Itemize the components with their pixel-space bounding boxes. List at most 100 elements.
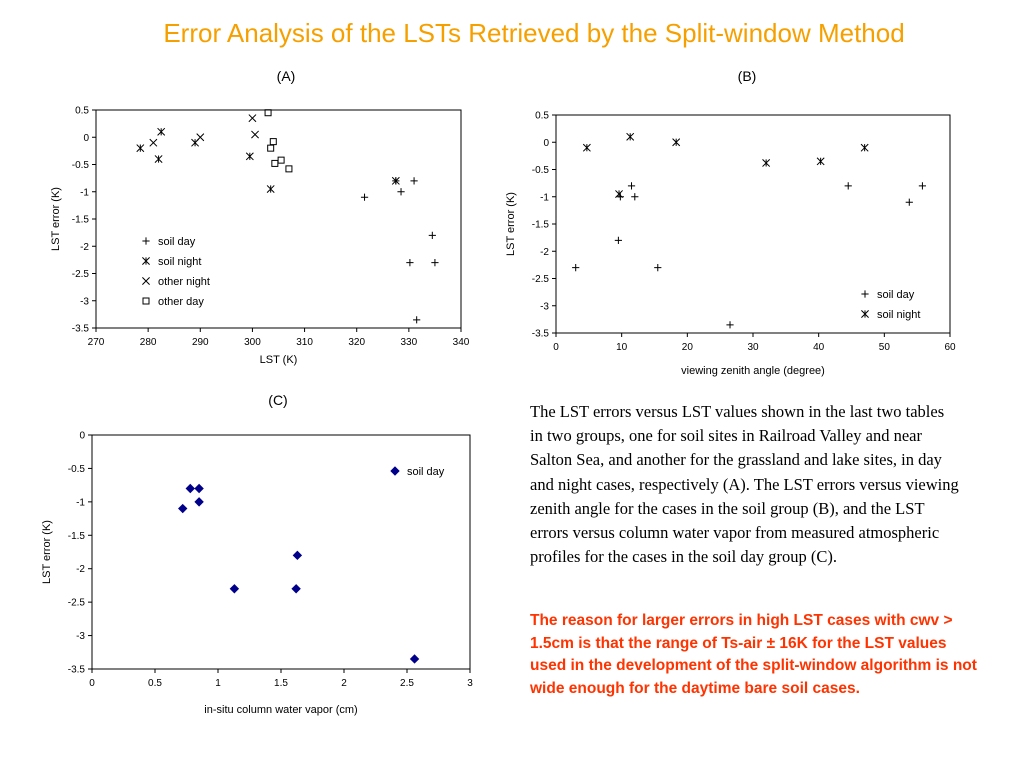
y-axis-label: LST error (K)	[505, 192, 517, 256]
y-tick-label: -2.5	[68, 598, 86, 609]
data-point	[266, 185, 275, 193]
x-tick-label: 0	[553, 342, 559, 353]
series-other-day	[264, 109, 293, 173]
y-tick-label: -1.5	[532, 220, 550, 231]
y-tick-label: -1.5	[68, 531, 86, 542]
series-soil-day	[178, 483, 420, 664]
data-point	[251, 130, 259, 139]
data-point	[292, 550, 303, 561]
legend-marker	[142, 237, 150, 245]
data-point	[582, 143, 591, 152]
y-tick-label: -3.5	[72, 324, 90, 335]
x-tick-label: 40	[813, 342, 825, 353]
data-point	[178, 503, 188, 514]
y-tick-label: -0.5	[68, 464, 86, 475]
data-point	[428, 231, 436, 239]
panel-label-a: (A)	[276, 68, 296, 84]
y-tick-label: -0.5	[532, 165, 550, 176]
legend-label: soil night	[877, 309, 920, 321]
data-point	[277, 156, 285, 164]
data-point	[154, 155, 163, 164]
data-point	[918, 182, 927, 190]
legend-label: other night	[158, 276, 210, 288]
data-point	[406, 259, 414, 267]
series-soil-night	[136, 127, 400, 193]
y-tick-label: -2	[540, 247, 549, 258]
series-soil-day	[572, 182, 927, 329]
x-tick-label: 1.5	[274, 678, 288, 689]
y-tick-label: -3	[540, 301, 549, 312]
data-point	[614, 236, 622, 244]
x-tick-label: 290	[192, 337, 209, 348]
y-tick-label: -2.5	[532, 274, 550, 285]
data-point	[844, 182, 852, 190]
legend-label: soil day	[158, 236, 196, 248]
page-title: Error Analysis of the LSTs Retrieved by …	[163, 18, 905, 48]
y-tick-label: -3	[76, 631, 85, 642]
y-tick-label: 0.5	[75, 106, 89, 117]
data-point	[269, 138, 277, 146]
data-point	[267, 144, 275, 152]
data-point	[248, 114, 257, 123]
data-point	[762, 159, 771, 167]
x-tick-label: 1	[215, 678, 221, 689]
data-point	[264, 109, 272, 117]
data-point	[185, 483, 195, 494]
data-point	[431, 259, 439, 267]
x-tick-label: 3	[467, 678, 473, 689]
data-point	[654, 264, 662, 272]
data-point	[194, 483, 204, 494]
data-point	[196, 133, 205, 142]
data-point	[413, 316, 421, 324]
x-tick-label: 50	[879, 342, 891, 353]
data-point	[136, 144, 145, 153]
legend-label: soil night	[158, 256, 201, 268]
data-point	[245, 152, 254, 161]
y-tick-label: -3	[80, 296, 89, 307]
panel-label-c: (C)	[268, 392, 288, 408]
data-point	[626, 132, 635, 141]
highlight-text: The reason for larger errors in high LST…	[530, 612, 977, 697]
y-tick-label: -1	[540, 192, 549, 203]
data-point	[149, 138, 158, 147]
legend-marker	[861, 290, 869, 298]
y-tick-label: -3.5	[532, 329, 550, 340]
series-other-night	[149, 114, 259, 147]
y-tick-label: 0	[543, 138, 549, 149]
x-tick-label: 30	[747, 342, 759, 353]
data-point	[391, 176, 400, 185]
series-soil-night	[582, 132, 869, 198]
legend-label: soil day	[877, 289, 915, 301]
x-tick-label: 60	[944, 342, 956, 353]
data-point	[627, 182, 636, 190]
data-point	[572, 264, 580, 272]
x-axis-label: in-situ column water vapor (cm)	[204, 704, 357, 716]
y-tick-label: -2.5	[72, 269, 90, 280]
data-point	[157, 127, 166, 136]
y-tick-label: 0.5	[535, 111, 549, 122]
data-point	[285, 165, 293, 173]
x-tick-label: 2	[341, 678, 347, 689]
data-point	[616, 193, 624, 201]
x-tick-label: 20	[682, 342, 694, 353]
y-axis-label: LST error (K)	[50, 187, 62, 251]
legend-marker	[861, 310, 869, 318]
y-tick-label: -2	[76, 564, 85, 575]
data-point	[905, 198, 913, 206]
legend-label: soil day	[407, 466, 445, 478]
x-tick-label: 310	[296, 337, 313, 348]
data-point	[194, 497, 204, 507]
panel-label-b: (B)	[737, 68, 757, 84]
x-tick-label: 340	[453, 337, 470, 348]
y-tick-label: -2	[80, 242, 89, 253]
data-point	[409, 654, 420, 664]
x-tick-label: 10	[616, 342, 628, 353]
x-tick-label: 300	[244, 337, 261, 348]
x-axis-label: LST (K)	[260, 354, 298, 366]
x-tick-label: 330	[401, 337, 418, 348]
data-point	[291, 584, 301, 594]
data-point	[672, 138, 681, 147]
